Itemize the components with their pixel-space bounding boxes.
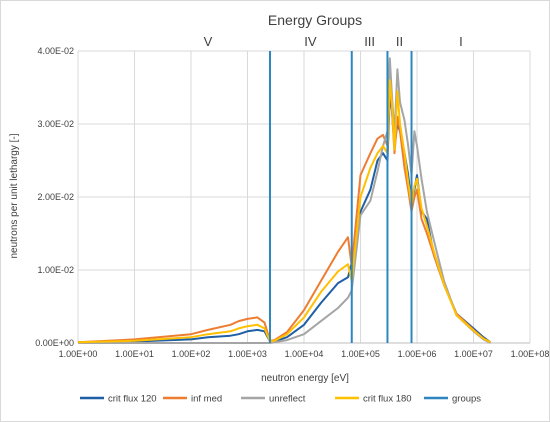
y-tick-label: 0.00E+00 [35,338,74,348]
y-axis-title: neutrons per unit lethargy [-] [9,133,20,258]
x-tick-label: 1.00E+02 [172,349,211,359]
series-line-inf-med [77,79,491,344]
group-boundaries [268,51,413,343]
x-tick-label: 1.00E+06 [398,349,437,359]
group-label-II: II [396,34,403,49]
label-layer: Energy Groups neutron energy [eV] neutro… [9,12,463,384]
legend-label: crit flux 120 [108,394,157,405]
x-tick-label: 1.00E+05 [341,349,380,359]
legend-label: crit flux 180 [363,394,412,405]
y-tick-label: 1.00E-02 [37,265,74,275]
legend-label: groups [452,394,481,405]
group-label-III: III [364,34,375,49]
x-tick-label: 1.00E+03 [228,349,267,359]
y-tick-label: 3.00E-02 [37,119,74,129]
y-tick-label: 2.00E-02 [37,192,74,202]
legend-label: inf med [191,394,222,405]
group-label-IV: IV [304,34,317,49]
series-line-crit-flux-180 [77,79,491,344]
x-tick-label: 1.00E+00 [59,349,98,359]
legend: crit flux 120 inf med unreflect crit flux 1… [80,394,481,405]
x-axis-title: neutron energy [eV] [261,373,349,384]
y-tick-label: 4.00E-02 [37,46,74,56]
legend-label: unreflect [269,394,306,405]
chart-title: Energy Groups [268,12,362,28]
series-layer [77,57,492,344]
group-label-V: V [204,34,213,49]
x-tick-label: 1.00E+01 [115,349,154,359]
x-tick-label: 1.00E+08 [511,349,550,359]
group-label-I: I [459,34,463,49]
x-tick-label: 1.00E+07 [454,349,493,359]
x-tick-label: 1.00E+04 [285,349,324,359]
